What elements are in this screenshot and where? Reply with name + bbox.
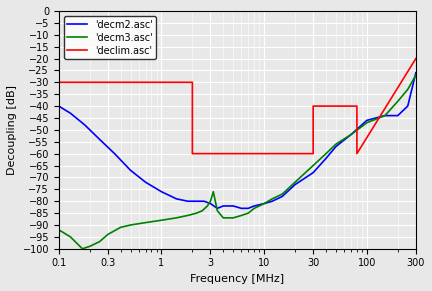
'decm2.asc' [334,145,339,148]
'decm3.asc' [105,233,110,236]
'decm2.asc' [83,123,88,127]
'decm2.asc' [194,199,199,203]
'decm2.asc' [311,171,316,174]
'decm3.asc' [211,190,216,194]
'decm2.asc' [382,114,388,117]
'decm3.asc' [280,192,285,196]
'decm2.asc' [128,168,133,172]
'decm3.asc' [395,100,400,103]
'decm2.asc' [324,157,329,160]
'decm3.asc' [68,235,73,239]
'decm3.asc' [292,180,298,184]
'decm3.asc' [97,240,102,243]
'declim.asc' [208,152,213,155]
'decm3.asc' [215,209,220,212]
'decm3.asc' [382,114,388,117]
'decm3.asc' [118,226,123,229]
'decm2.asc' [215,207,220,210]
'decm3.asc' [239,214,244,217]
'declim.asc' [413,57,419,60]
'declim.asc' [354,152,359,155]
X-axis label: Frequency [MHz]: Frequency [MHz] [190,274,284,284]
'decm2.asc' [348,133,353,136]
'decm3.asc' [311,164,316,167]
'decm3.asc' [143,221,148,224]
'decm2.asc' [221,204,226,208]
'decm3.asc' [128,223,133,227]
'decm2.asc' [201,199,206,203]
'decm3.asc' [56,228,61,232]
'decm2.asc' [261,202,267,205]
'decm2.asc' [97,138,102,141]
'decm2.asc' [143,180,148,184]
'decm3.asc' [174,216,179,220]
'decm2.asc' [364,119,369,122]
'decm3.asc' [261,202,267,205]
'decm2.asc' [159,190,164,194]
'decm2.asc' [246,207,251,210]
'decm2.asc' [292,183,298,186]
'decm3.asc' [159,219,164,222]
'decm3.asc' [251,207,257,210]
'decm3.asc' [246,211,251,215]
'declim.asc' [311,104,316,108]
'declim.asc' [56,81,61,84]
'decm2.asc' [395,114,400,117]
'decm3.asc' [208,199,213,203]
'decm2.asc' [413,71,419,74]
'decm3.asc' [324,152,329,155]
'decm3.asc' [185,214,190,217]
'decm3.asc' [194,211,199,215]
'decm3.asc' [364,121,369,125]
'decm2.asc' [231,204,236,208]
'decm3.asc' [270,197,275,200]
Line: 'decm2.asc': 'decm2.asc' [59,73,416,208]
'declim.asc' [190,81,195,84]
'decm2.asc' [280,195,285,198]
Legend: 'decm2.asc', 'decm3.asc', 'declim.asc': 'decm2.asc', 'decm3.asc', 'declim.asc' [64,16,156,59]
'decm3.asc' [348,133,353,136]
'decm3.asc' [221,216,226,220]
'decm2.asc' [185,199,190,203]
Y-axis label: Decoupling [dB]: Decoupling [dB] [7,85,17,175]
'decm2.asc' [56,104,61,108]
'decm2.asc' [174,197,179,200]
'declim.asc' [311,152,316,155]
'decm3.asc' [405,88,410,91]
Line: 'declim.asc': 'declim.asc' [59,58,416,154]
'declim.asc' [354,104,359,108]
'decm3.asc' [205,204,210,208]
'decm3.asc' [200,209,205,212]
Line: 'decm3.asc': 'decm3.asc' [59,75,416,249]
'decm3.asc' [87,245,92,248]
'decm2.asc' [112,152,117,155]
'decm2.asc' [68,111,73,115]
'decm3.asc' [334,142,339,146]
'decm2.asc' [270,199,275,203]
'decm2.asc' [405,104,410,108]
'decm2.asc' [251,204,257,208]
'decm2.asc' [208,202,213,205]
'declim.asc' [190,152,195,155]
'decm3.asc' [413,73,419,77]
'declim.asc' [208,152,213,155]
'decm3.asc' [231,216,236,220]
'decm3.asc' [80,247,85,251]
'decm2.asc' [239,207,244,210]
